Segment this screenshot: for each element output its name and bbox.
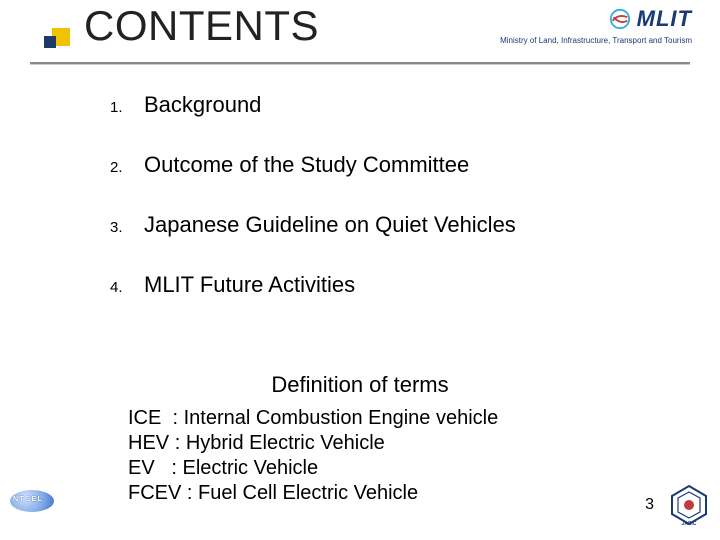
title-bullet-decoration	[44, 20, 72, 48]
def-text: Electric Vehicle	[182, 457, 318, 479]
list-item: 1. Background	[110, 92, 670, 118]
ntsel-letters: NTSEL	[13, 496, 43, 503]
page-number: 3	[645, 496, 654, 514]
page-title: CONTENTS	[84, 2, 319, 50]
mlit-brand: MLIT	[609, 6, 692, 32]
definitions-title: Definition of terms	[0, 372, 720, 398]
list-item-text: Background	[144, 92, 261, 118]
def-row: HEV : Hybrid Electric Vehicle	[128, 432, 385, 454]
list-item: 2. Outcome of the Study Committee	[110, 152, 670, 178]
bullet-square-navy	[44, 36, 56, 48]
def-row: ICE : Internal Combustion Engine vehicle	[128, 407, 498, 429]
def-row: EV : Electric Vehicle	[128, 457, 318, 479]
jasic-hex-icon: JASIC	[668, 484, 710, 526]
def-row: FCEV : Fuel Cell Electric Vehicle	[128, 482, 418, 504]
list-item-text: Japanese Guideline on Quiet Vehicles	[144, 212, 516, 238]
def-text: Fuel Cell Electric Vehicle	[198, 482, 418, 504]
list-item: 4. MLIT Future Activities	[110, 272, 670, 298]
def-term: EV	[128, 457, 155, 479]
def-term: ICE	[128, 407, 161, 429]
list-item-number: 3.	[110, 219, 144, 236]
def-text: Hybrid Electric Vehicle	[186, 432, 385, 454]
mlit-logo: MLIT Ministry of Land, Infrastructure, T…	[500, 6, 692, 45]
def-term: HEV	[128, 432, 169, 454]
list-item-number: 1.	[110, 99, 144, 116]
definitions-block: ICE : Internal Combustion Engine vehicle…	[128, 406, 498, 506]
mlit-brand-text: MLIT	[637, 6, 692, 32]
jasic-logo: JASIC	[668, 484, 710, 526]
list-item-number: 4.	[110, 279, 144, 296]
mlit-swirl-icon	[609, 8, 631, 30]
list-item-text: Outcome of the Study Committee	[144, 152, 469, 178]
list-item: 3. Japanese Guideline on Quiet Vehicles	[110, 212, 670, 238]
list-item-text: MLIT Future Activities	[144, 272, 355, 298]
contents-list: 1. Background 2. Outcome of the Study Co…	[110, 92, 670, 332]
def-text: Internal Combustion Engine vehicle	[184, 407, 499, 429]
mlit-subtitle: Ministry of Land, Infrastructure, Transp…	[500, 36, 692, 45]
list-item-number: 2.	[110, 159, 144, 176]
svg-text:JASIC: JASIC	[682, 521, 697, 526]
def-term: FCEV	[128, 482, 181, 504]
ntsel-logo: NTSEL	[10, 490, 54, 512]
title-underline	[30, 62, 690, 64]
